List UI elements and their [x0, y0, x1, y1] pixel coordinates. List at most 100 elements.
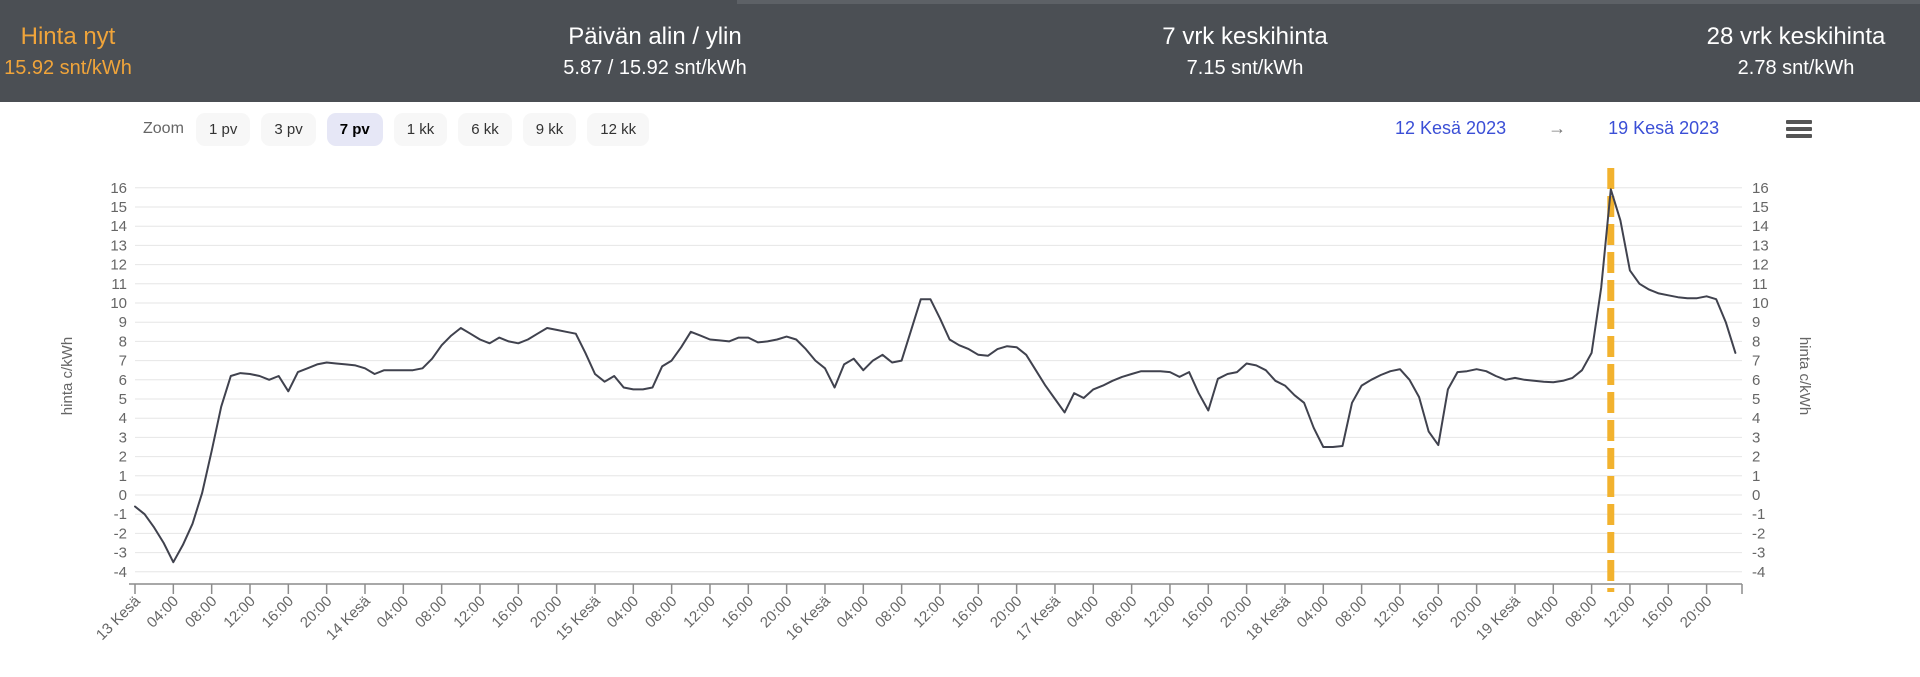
stats-header: Hinta nyt 15.92 snt/kWh Päivän alin / yl… [0, 0, 1920, 102]
x-axis-label: 04:00 [1064, 593, 1103, 632]
y-axis-label-left: 1 [119, 468, 127, 485]
y-axis-label-right: -1 [1752, 506, 1765, 523]
zoom-button-6kk[interactable]: 6 kk [458, 113, 512, 146]
y-axis-label-left: 7 [119, 353, 127, 370]
x-axis-label: 08:00 [1102, 593, 1141, 632]
y-axis-label-left: 9 [119, 314, 127, 331]
range-to-input[interactable]: 19 Kesä 2023 [1608, 118, 1720, 138]
x-axis-label: 12:00 [1140, 593, 1179, 632]
y-axis-label-left: 15 [110, 199, 127, 216]
y-axis-label-left: 12 [110, 257, 127, 274]
zoom-label: Zoom [143, 120, 184, 137]
y-axis-label-right: 2 [1752, 449, 1760, 466]
x-axis-label: 08:00 [1562, 593, 1601, 632]
x-axis-label: 16:00 [1179, 593, 1218, 632]
y-axis-label-left: -4 [114, 564, 127, 581]
x-axis-label: 04:00 [374, 593, 413, 632]
stat-day-low-high: Päivän alin / ylin 5.87 / 15.92 snt/kWh [400, 0, 910, 102]
y-axis-label-left: -1 [114, 506, 127, 523]
x-axis-label: 20:00 [1677, 593, 1716, 632]
y-axis-label-right: -2 [1752, 525, 1765, 542]
zoom-button-12kk[interactable]: 12 kk [587, 113, 650, 146]
y-axis-label-left: 6 [119, 372, 127, 389]
avg-28d-value: 2.78 snt/kWh [1737, 56, 1855, 79]
x-axis-label: 12:00 [450, 593, 489, 632]
x-axis-label: 08:00 [1332, 593, 1371, 632]
y-axis-label-left: 2 [119, 449, 127, 466]
x-axis-label: 08:00 [412, 593, 451, 632]
stat-28d-average: 28 vrk keskihinta 2.78 snt/kWh [1678, 0, 1914, 102]
y-axis-label-left: 14 [110, 218, 127, 235]
y-axis-label-right: 9 [1752, 314, 1760, 331]
x-axis-label: 16:00 [1409, 593, 1448, 632]
y-axis-label-right: 7 [1752, 353, 1760, 370]
chart-toolbar: Zoom 1 pv 3 pv 7 pv 1 kk 6 kk 9 kk 12 kk… [0, 102, 1920, 150]
x-axis-label: 12:00 [680, 593, 719, 632]
y-axis-label-left: 10 [110, 295, 127, 312]
x-axis-label: 16:00 [949, 593, 988, 632]
stat-7d-average: 7 vrk keskihinta 7.15 snt/kWh [990, 0, 1500, 102]
x-axis-label: 12:00 [1370, 593, 1409, 632]
zoom-button-group: 1 pv 3 pv 7 pv 1 kk 6 kk 9 kk 12 kk [196, 113, 650, 146]
y-axis-label-right: 3 [1752, 429, 1760, 446]
range-from-input[interactable]: 12 Kesä 2023 [1395, 118, 1507, 138]
x-axis-label: 04:00 [144, 593, 183, 632]
y-axis-label-right: 5 [1752, 391, 1760, 408]
arrow-right-icon: → [1548, 118, 1567, 138]
price-chart[interactable]: -4 -4-3 -3-2 -2-1 -10 01 12 23 34 45 56 67 78 89 910 10… [0, 102, 1920, 677]
x-axis-label: 08:00 [182, 593, 221, 632]
y-axis-label-right: 11 [1752, 276, 1768, 293]
stat-price-now: Hinta nyt 15.92 snt/kWh [0, 0, 136, 102]
price-now-label: Hinta nyt [20, 22, 116, 50]
y-axis-label-left: 3 [119, 429, 127, 446]
y-axis-label-left: -3 [114, 545, 127, 562]
price-now-value: 15.92 snt/kWh [4, 56, 132, 79]
hamburger-menu-button[interactable] [1786, 120, 1812, 138]
x-axis-label: 12:00 [1600, 593, 1639, 632]
y-axis-label-right: 12 [1752, 257, 1769, 274]
day-low-high-value: 5.87 / 15.92 snt/kWh [563, 56, 747, 79]
y-axis-label-left: 5 [119, 391, 127, 408]
y-axis-label-right: 15 [1752, 199, 1769, 216]
zoom-button-9kk[interactable]: 9 kk [522, 113, 577, 146]
day-low-high-label: Päivän alin / ylin [568, 22, 742, 50]
y-axis-label-right: 6 [1752, 372, 1760, 389]
x-axis-label: 04:00 [1524, 593, 1563, 632]
hamburger-icon [1786, 120, 1812, 124]
y-axis-label-right: 4 [1752, 410, 1760, 427]
y-axis-label-left: 4 [119, 410, 127, 427]
avg-7d-label: 7 vrk keskihinta [1162, 22, 1328, 50]
y-axis-label-left: 13 [110, 237, 127, 254]
x-axis-label: 13 Kesä [93, 592, 144, 643]
y-axis-label-right: 13 [1752, 237, 1769, 254]
zoom-button-1kk[interactable]: 1 kk [393, 113, 448, 146]
y-axis-label-right: 14 [1752, 218, 1769, 235]
y-axis-title-right: hinta c/kWh [1796, 337, 1813, 415]
x-axis-label: 08:00 [642, 593, 681, 632]
x-axis-label: 16:00 [1639, 593, 1678, 632]
zoom-button-1pv[interactable]: 1 pv [196, 113, 251, 146]
y-axis-label-right: 1 [1752, 468, 1760, 485]
x-axis-label: 16:00 [259, 593, 298, 632]
x-axis-label: 04:00 [604, 593, 643, 632]
zoom-button-3pv[interactable]: 3 pv [261, 113, 316, 146]
y-axis-label-right: -3 [1752, 545, 1765, 562]
zoom-button-7pv[interactable]: 7 pv [326, 113, 383, 146]
top-edge-strip [737, 0, 1920, 4]
x-axis-label: 08:00 [872, 593, 911, 632]
date-range: 12 Kesä 2023 → 19 Kesä 2023 [1395, 118, 1719, 139]
y-axis-label-left: 0 [119, 487, 127, 504]
price-series-line [134, 188, 1737, 564]
x-axis-label: 04:00 [834, 593, 873, 632]
y-axis-label-left: 8 [119, 333, 127, 350]
avg-7d-value: 7.15 snt/kWh [1186, 56, 1304, 79]
x-axis-label: 16:00 [719, 593, 758, 632]
y-axis-label-left: 11 [111, 276, 127, 293]
y-axis-label-left: -2 [114, 525, 127, 542]
y-axis-label-right: -4 [1752, 564, 1765, 581]
y-axis-label-right: 10 [1752, 295, 1769, 312]
y-axis-label-left: 16 [110, 180, 127, 197]
avg-28d-label: 28 vrk keskihinta [1706, 22, 1886, 50]
x-axis-label: 12:00 [910, 593, 949, 632]
y-axis-title-left: hinta c/kWh [59, 337, 76, 415]
